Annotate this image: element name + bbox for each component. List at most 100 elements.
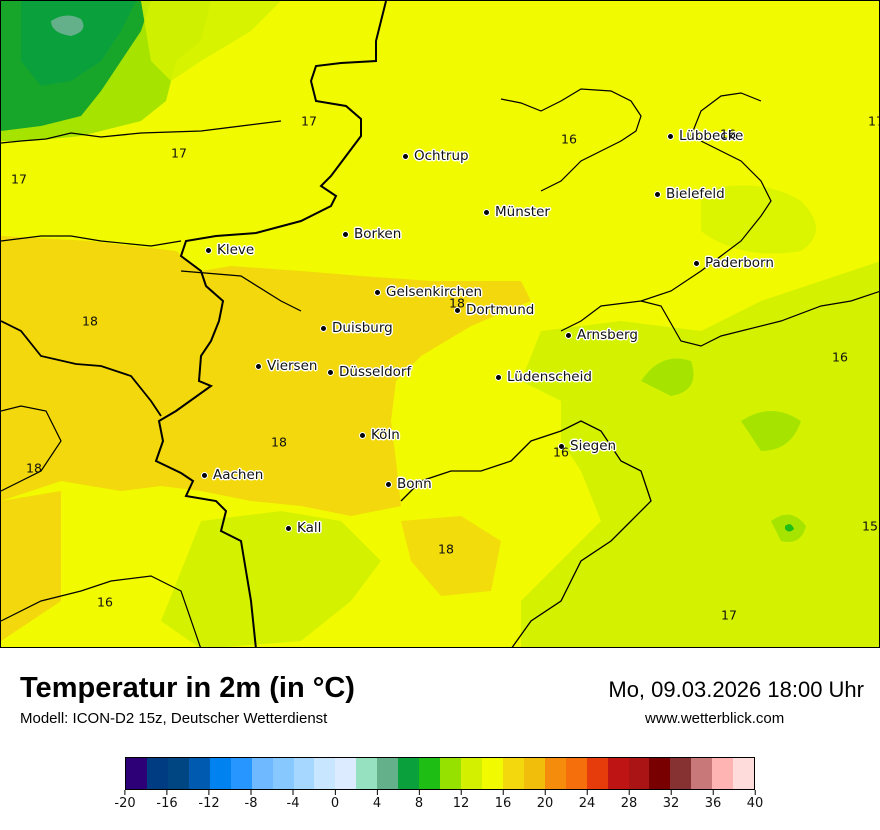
color-scale-segment <box>586 758 608 789</box>
isotherm-value: 18 <box>271 434 287 450</box>
color-scale-segment <box>314 758 336 789</box>
isotherm-value: 17 <box>868 113 879 129</box>
city-marker: Bonn <box>385 476 432 492</box>
color-scale-segment <box>461 758 482 789</box>
city-name: Duisburg <box>332 320 393 336</box>
isotherm-value: 17 <box>171 145 187 161</box>
color-scale-segment <box>481 758 503 789</box>
city-marker: Paderborn <box>693 255 774 271</box>
city-name: Kleve <box>217 242 255 258</box>
isotherm-value: 18 <box>82 313 98 329</box>
city-name: Viersen <box>267 358 318 374</box>
city-dot-icon <box>320 324 327 332</box>
city-dot-icon <box>359 431 366 439</box>
color-scale-segment <box>607 758 629 789</box>
isotherm-value: 17 <box>11 171 27 187</box>
color-scale-segment <box>335 758 357 789</box>
isotherm-value: 18 <box>449 295 465 311</box>
color-scale-segment <box>628 758 650 789</box>
website-link[interactable]: www.wetterblick.com <box>645 710 785 727</box>
city-dot-icon <box>558 442 565 450</box>
city-marker: Düsseldorf <box>327 364 411 380</box>
color-scale-segment <box>398 758 420 789</box>
color-scale-tick: 20 <box>537 790 553 811</box>
isotherm-value: 18 <box>26 460 42 476</box>
color-scale-tick: 0 <box>331 790 339 811</box>
color-scale-segment <box>377 758 399 789</box>
city-dot-icon <box>342 230 349 238</box>
city-dot-icon <box>285 524 292 532</box>
city-name: Aachen <box>213 467 264 483</box>
city-name: Arnsberg <box>577 327 638 343</box>
city-dot-icon <box>385 480 392 488</box>
color-scale-segment <box>565 758 587 789</box>
color-scale-tick: -12 <box>198 790 220 811</box>
city-name: Bielefeld <box>666 186 725 202</box>
isotherm-value: 16 <box>720 126 736 142</box>
city-dot-icon <box>565 331 572 339</box>
city-marker: Gelsenkirchen <box>374 284 482 300</box>
color-scale-segment <box>167 758 189 789</box>
color-scale-tick: 4 <box>373 790 381 811</box>
city-marker: Kall <box>285 520 321 536</box>
color-scale-segment <box>502 758 524 789</box>
isotherm-value: 16 <box>832 349 848 365</box>
color-scale-segment <box>691 758 713 789</box>
city-dot-icon <box>454 306 461 314</box>
city-marker: Viersen <box>255 358 317 374</box>
city-name: Siegen <box>570 438 617 454</box>
isotherm-value: 15 <box>862 518 878 534</box>
city-name: Kall <box>297 520 322 536</box>
city-marker: Lüdenscheid <box>495 369 592 385</box>
city-name: Lüdenscheid <box>507 369 592 385</box>
color-scale-segment <box>146 758 168 789</box>
city-dot-icon <box>255 362 262 370</box>
city-dot-icon <box>205 246 212 254</box>
city-name: Köln <box>371 427 400 443</box>
color-scale-segment <box>440 758 461 789</box>
color-scale-tick: 32 <box>663 790 679 811</box>
color-scale-bar <box>125 757 755 790</box>
color-scale-tick: 28 <box>621 790 637 811</box>
city-name: Bonn <box>397 476 432 492</box>
color-scale-segment <box>126 758 147 789</box>
color-scale-tick: 24 <box>579 790 595 811</box>
color-scale-segment <box>733 758 755 789</box>
color-scale-segment <box>670 758 692 789</box>
color-scale-segment <box>230 758 252 789</box>
city-dot-icon <box>402 152 409 160</box>
color-scale-segment <box>419 758 441 789</box>
city-marker: Bielefeld <box>654 186 725 202</box>
model-subtitle: Modell: ICON-D2 15z, Deutscher Wetterdie… <box>20 710 328 727</box>
color-scale-tick: 16 <box>495 790 511 811</box>
city-name: Borken <box>354 226 402 242</box>
temperature-map: Ochtrup Lübbecke Bielefeld Münster Borken Kle… <box>0 0 880 648</box>
city-marker: Borken <box>342 226 401 242</box>
city-name: Düsseldorf <box>339 364 412 380</box>
color-scale-tick: -8 <box>245 790 257 811</box>
color-scale-segment <box>544 758 566 789</box>
isotherm-value: 17 <box>721 607 737 623</box>
color-scale-tick: 8 <box>415 790 423 811</box>
forecast-datetime: Mo, 09.03.2026 18:00 Uhr <box>608 677 864 702</box>
color-scale-segment <box>712 758 734 789</box>
color-scale-tick: 36 <box>705 790 721 811</box>
color-scale-segment <box>209 758 231 789</box>
city-dot-icon <box>201 471 208 479</box>
color-scale-tick: -16 <box>156 790 178 811</box>
color-scale-tick: 40 <box>747 790 763 811</box>
color-scale-segment <box>272 758 294 789</box>
isotherm-value: 18 <box>438 541 454 557</box>
city-marker: Lübbecke <box>667 128 743 144</box>
city-marker: Münster <box>483 204 550 220</box>
city-dot-icon <box>654 190 661 198</box>
color-scale-segment <box>649 758 671 789</box>
city-dot-icon <box>327 368 334 376</box>
color-scale-segment <box>356 758 378 789</box>
city-marker: Kleve <box>205 242 254 258</box>
city-dot-icon <box>495 373 502 381</box>
city-name: Lübbecke <box>679 128 744 144</box>
isotherm-value: 17 <box>301 113 317 129</box>
city-dot-icon <box>693 259 700 267</box>
city-name: Münster <box>495 204 550 220</box>
